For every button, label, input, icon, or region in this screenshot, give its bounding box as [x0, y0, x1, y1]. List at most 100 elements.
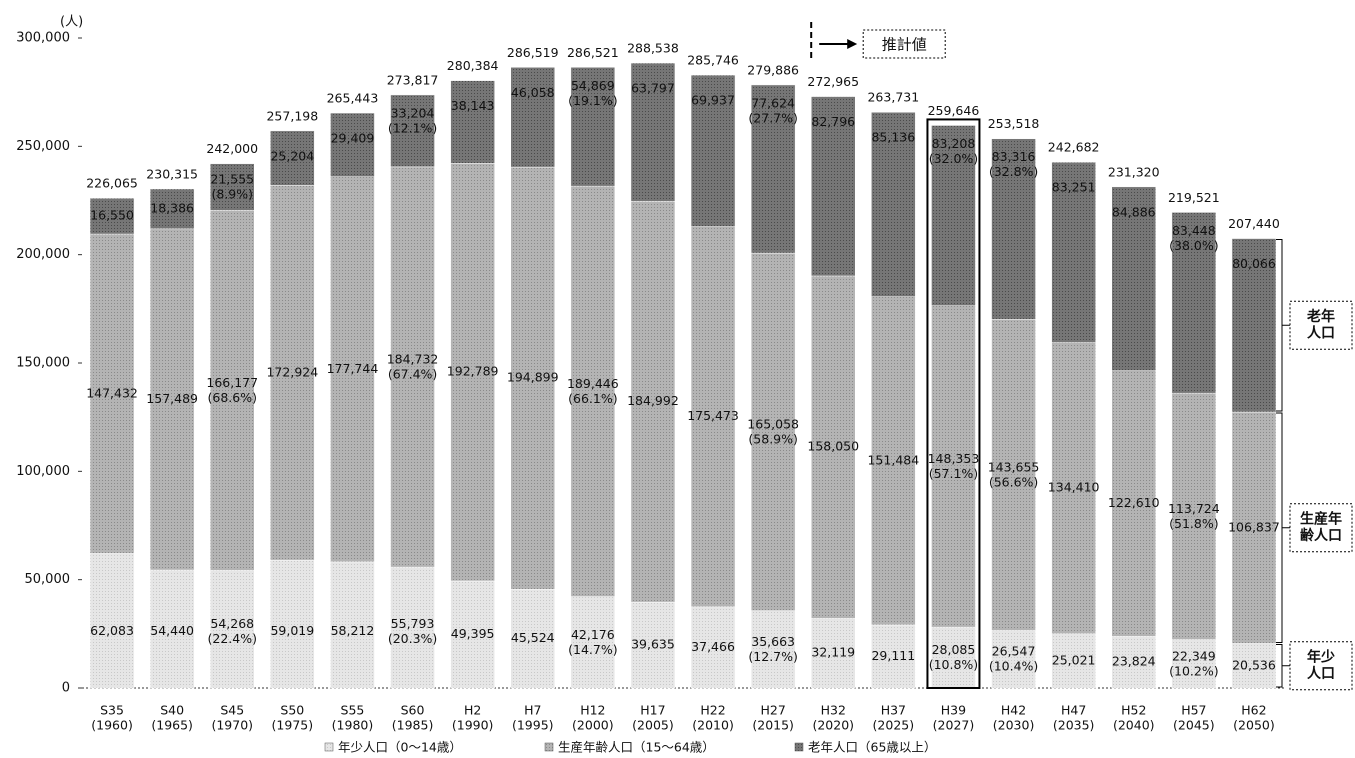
y-tick-label: 300,000 — [16, 31, 70, 46]
value-label: 172,924 — [266, 364, 318, 379]
bar-segment — [991, 318, 1036, 631]
bar-segment — [690, 226, 736, 608]
bracket-label: 年少人口 — [1307, 648, 1335, 682]
value-label: 175,473 — [687, 408, 739, 423]
value-label: 45,524 — [511, 630, 555, 645]
value-label: 148,353 (57.1%) — [928, 450, 980, 480]
unit-label: (人) — [60, 15, 83, 30]
x-tick-label: S35 (1960) — [91, 702, 133, 732]
x-tick-label: H42 (2030) — [993, 702, 1035, 732]
value-label: 83,316 (32.8%) — [989, 149, 1038, 179]
bar-segment — [871, 296, 916, 626]
total-label: 273,817 — [387, 72, 439, 87]
bar-segment — [89, 233, 135, 554]
value-label: 177,744 — [327, 361, 379, 376]
bar-segment — [871, 111, 916, 297]
bracket-box — [1289, 641, 1353, 691]
forecast-label: 推計値 — [882, 36, 927, 54]
bar-segment — [811, 96, 856, 277]
total-label: 272,965 — [807, 74, 859, 89]
x-tick-label: H57 (2045) — [1173, 702, 1215, 732]
bar-segment — [991, 630, 1036, 689]
value-label: 184,992 — [627, 393, 679, 408]
value-label: 23,824 — [1112, 654, 1156, 669]
y-tick-label: 0 — [62, 681, 70, 696]
bar-segment — [450, 80, 495, 164]
legend-swatch — [324, 742, 334, 752]
bracket — [1276, 412, 1290, 644]
bar-segment — [1051, 342, 1096, 635]
y-tick-label: 50,000 — [25, 572, 71, 587]
bar-segment — [330, 112, 375, 178]
total-label: 286,519 — [507, 45, 559, 60]
x-tick-label: H22 (2010) — [692, 702, 734, 732]
bar-segment — [390, 166, 435, 568]
y-tick-label: 250,000 — [16, 139, 70, 154]
x-tick-label: S55 (1980) — [332, 702, 374, 732]
bar-segment — [210, 570, 255, 689]
value-label: 39,635 — [631, 637, 675, 652]
value-label: 69,937 — [691, 93, 735, 108]
bar-segment — [1171, 639, 1217, 689]
total-label: 263,731 — [867, 90, 919, 105]
value-label: 84,886 — [1112, 204, 1156, 219]
bar-segment — [149, 569, 195, 689]
total-label: 231,320 — [1108, 164, 1160, 179]
bar-segment — [149, 228, 195, 571]
total-label: 226,065 — [86, 176, 138, 191]
value-label: 122,610 — [1108, 495, 1160, 510]
value-label: 32,119 — [811, 645, 855, 660]
legend-label: 年少人口（0～14歳） — [338, 740, 462, 755]
value-label: 26,547 (10.4%) — [989, 643, 1038, 673]
bar-segment — [390, 94, 435, 168]
bar-segment — [750, 610, 796, 689]
value-label: 184,732 (67.4%) — [387, 351, 439, 381]
arrow-head — [847, 39, 858, 49]
value-label: 28,085 (10.8%) — [929, 642, 978, 672]
x-tick-label: H62 (2050) — [1233, 702, 1275, 732]
bar-segment — [931, 626, 976, 689]
bar-segment — [1111, 636, 1156, 689]
value-label: 165,058 (58.9%) — [747, 416, 799, 446]
value-label: 22,349 (10.2%) — [1169, 648, 1218, 678]
total-label: 242,682 — [1048, 140, 1100, 155]
bar-segment — [270, 185, 315, 561]
value-label: 49,395 — [451, 626, 495, 641]
total-label: 288,538 — [627, 41, 679, 56]
x-tick-label: H39 (2027) — [933, 702, 975, 732]
value-label: 85,136 — [871, 130, 915, 145]
bar-segment — [330, 561, 375, 689]
total-label: 265,443 — [327, 91, 379, 106]
value-label: 62,083 — [90, 623, 134, 638]
value-label: 83,251 — [1052, 180, 1096, 195]
x-tick-label: S50 (1975) — [272, 702, 314, 732]
value-label: 63,797 — [631, 81, 675, 96]
bar-segment — [1051, 633, 1096, 689]
total-label: 286,521 — [567, 45, 619, 60]
bar-segment — [690, 74, 736, 227]
x-tick-label: H17 (2005) — [632, 702, 674, 732]
bar-segment — [1111, 186, 1156, 371]
y-tick-label: 200,000 — [16, 247, 70, 262]
value-label: 18,386 — [150, 200, 194, 215]
value-label: 157,489 — [146, 391, 198, 406]
bar-segment — [931, 305, 976, 628]
x-tick-label: S40 (1965) — [151, 702, 193, 732]
bar-segment — [89, 553, 135, 689]
bar-segment — [570, 185, 616, 597]
value-label: 80,066 — [1232, 256, 1276, 271]
total-label: 257,198 — [266, 108, 318, 123]
value-label: 54,268 (22.4%) — [208, 616, 257, 646]
bracket — [1276, 644, 1290, 688]
y-tick-label: 100,000 — [16, 464, 70, 479]
bar-segment — [270, 559, 315, 689]
value-label: 21,555 (8.9%) — [210, 171, 254, 201]
bar-segment — [450, 580, 495, 689]
value-label: 192,789 — [447, 364, 499, 379]
highlight-box — [926, 118, 981, 690]
x-tick-label: S45 (1970) — [211, 702, 253, 732]
bar-segment — [570, 596, 616, 689]
bar-segment — [811, 618, 856, 689]
x-tick-label: H47 (2035) — [1053, 702, 1095, 732]
bar-segment — [210, 163, 255, 211]
